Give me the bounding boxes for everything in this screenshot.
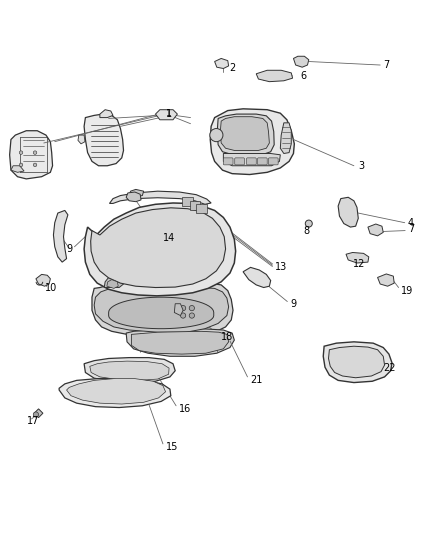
- Polygon shape: [90, 361, 169, 381]
- Polygon shape: [223, 154, 280, 166]
- Polygon shape: [110, 191, 211, 204]
- Circle shape: [33, 412, 39, 417]
- FancyBboxPatch shape: [235, 158, 244, 165]
- Circle shape: [210, 128, 223, 142]
- Polygon shape: [126, 329, 234, 356]
- Text: 12: 12: [353, 260, 365, 269]
- Text: 4: 4: [407, 217, 413, 228]
- Polygon shape: [174, 304, 183, 316]
- Text: 17: 17: [27, 416, 39, 426]
- Polygon shape: [368, 224, 383, 236]
- Text: 21: 21: [251, 375, 263, 384]
- Polygon shape: [59, 378, 171, 408]
- Circle shape: [305, 220, 312, 227]
- Polygon shape: [104, 276, 124, 287]
- Circle shape: [19, 163, 23, 167]
- Text: 16: 16: [179, 404, 191, 414]
- Polygon shape: [100, 110, 113, 118]
- Polygon shape: [131, 332, 229, 354]
- Text: 19: 19: [401, 286, 413, 296]
- Polygon shape: [10, 131, 53, 179]
- Polygon shape: [84, 114, 124, 166]
- Polygon shape: [84, 358, 175, 383]
- Polygon shape: [378, 274, 394, 286]
- Polygon shape: [109, 297, 214, 329]
- Text: 14: 14: [163, 233, 175, 243]
- Polygon shape: [217, 114, 274, 155]
- Circle shape: [180, 313, 186, 318]
- Text: 15: 15: [166, 442, 178, 452]
- Polygon shape: [84, 203, 236, 296]
- Polygon shape: [92, 283, 233, 336]
- Text: 1: 1: [166, 109, 173, 119]
- Text: 18: 18: [221, 332, 233, 342]
- FancyBboxPatch shape: [268, 158, 278, 165]
- Polygon shape: [126, 192, 141, 201]
- Polygon shape: [129, 189, 144, 197]
- FancyBboxPatch shape: [223, 158, 233, 165]
- Text: 7: 7: [383, 60, 389, 70]
- Polygon shape: [346, 253, 369, 263]
- Text: 10: 10: [45, 284, 57, 293]
- FancyBboxPatch shape: [247, 158, 256, 165]
- Text: 6: 6: [300, 71, 306, 81]
- Text: 3: 3: [358, 161, 364, 171]
- Polygon shape: [210, 109, 294, 174]
- Circle shape: [19, 151, 23, 155]
- Polygon shape: [256, 70, 293, 82]
- Text: 9: 9: [290, 298, 296, 309]
- Polygon shape: [53, 211, 68, 262]
- Text: 9: 9: [67, 244, 73, 254]
- Circle shape: [189, 305, 194, 311]
- Polygon shape: [67, 378, 166, 404]
- Polygon shape: [155, 110, 177, 120]
- Text: 2: 2: [229, 63, 235, 72]
- Text: 7: 7: [408, 224, 414, 235]
- Text: 22: 22: [383, 363, 396, 373]
- Circle shape: [33, 151, 37, 155]
- Polygon shape: [323, 342, 392, 383]
- Polygon shape: [196, 204, 207, 213]
- Circle shape: [189, 313, 194, 318]
- Polygon shape: [78, 135, 85, 144]
- Circle shape: [33, 163, 37, 167]
- Polygon shape: [243, 268, 271, 287]
- Text: 1: 1: [166, 109, 172, 118]
- Polygon shape: [328, 346, 385, 378]
- Polygon shape: [293, 56, 309, 67]
- Polygon shape: [280, 123, 291, 154]
- Polygon shape: [107, 280, 118, 288]
- FancyBboxPatch shape: [258, 158, 267, 165]
- Polygon shape: [182, 197, 193, 206]
- Polygon shape: [34, 409, 43, 418]
- Text: 8: 8: [304, 227, 310, 237]
- Circle shape: [180, 305, 186, 311]
- Polygon shape: [94, 287, 229, 332]
- Polygon shape: [220, 117, 269, 150]
- Polygon shape: [215, 59, 229, 69]
- Polygon shape: [190, 201, 200, 209]
- Polygon shape: [11, 166, 24, 172]
- Polygon shape: [36, 274, 50, 286]
- Polygon shape: [91, 208, 226, 287]
- Text: 13: 13: [275, 262, 287, 271]
- Polygon shape: [338, 197, 358, 227]
